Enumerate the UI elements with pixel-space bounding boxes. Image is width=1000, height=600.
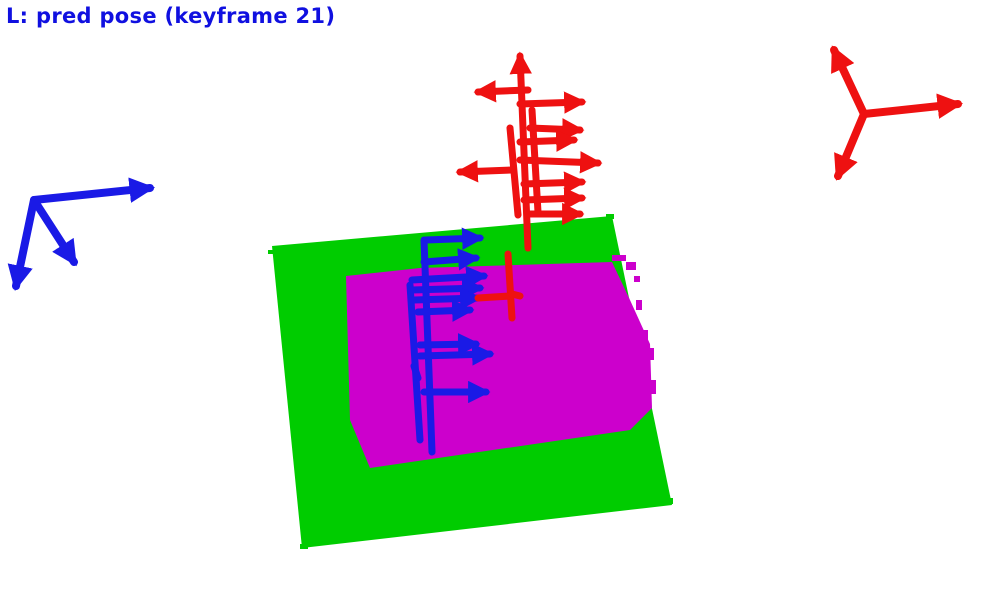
red-axes-icon [830,45,964,181]
object-pointcloud-edge-noise [612,255,656,394]
pred-pose-trajectory [406,227,495,456]
ground-plane-edge-noise [268,214,673,549]
viewer-label: L: pred pose (keyframe 21) [6,4,336,28]
blue-axes-icon [7,177,156,292]
gt-pose-trajectory [455,51,603,322]
